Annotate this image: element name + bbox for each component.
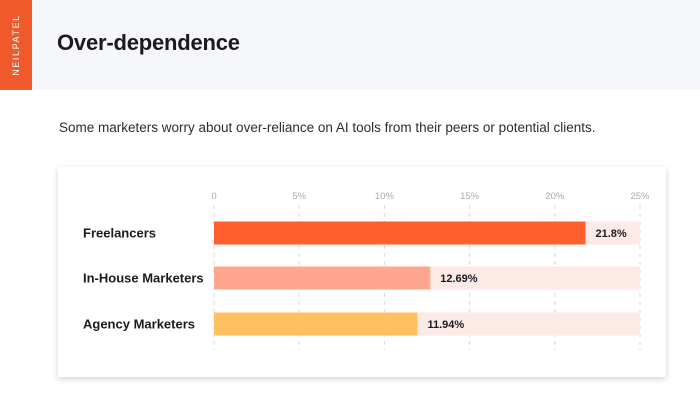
horizontal-bar-chart: 0 5% 10% 15% 20% 25% Freelancers 21.8% In-House …	[83, 191, 650, 350]
brand-tab: NEILPATEL	[0, 0, 32, 90]
x-tick-label: 20%	[545, 191, 565, 202]
x-tick-label: 10%	[375, 191, 395, 202]
category-label: In-House Marketers	[83, 271, 204, 286]
chart-card: 0 5% 10% 15% 20% 25% Freelancers 21.8% In-House …	[58, 167, 666, 377]
bar-value-label: 21.8%	[595, 228, 626, 240]
category-label: Agency Marketers	[83, 317, 195, 332]
page-title: Over-dependence	[57, 30, 240, 55]
chart-description: Some marketers worry about over-reliance…	[59, 120, 596, 135]
x-tick-label: 15%	[460, 191, 480, 202]
bar	[214, 221, 586, 245]
x-tick-label: 25%	[630, 191, 650, 202]
bar	[214, 312, 418, 336]
bar-value-label: 12.69%	[440, 273, 478, 285]
x-tick-label: 0	[211, 191, 216, 202]
x-tick-label: 5%	[292, 191, 306, 202]
bar-value-label: 11.94%	[427, 319, 464, 331]
brand-logo-text: NEILPATEL	[11, 14, 21, 76]
category-label: Freelancers	[83, 226, 156, 241]
header-band	[32, 0, 700, 90]
bar	[214, 266, 431, 290]
